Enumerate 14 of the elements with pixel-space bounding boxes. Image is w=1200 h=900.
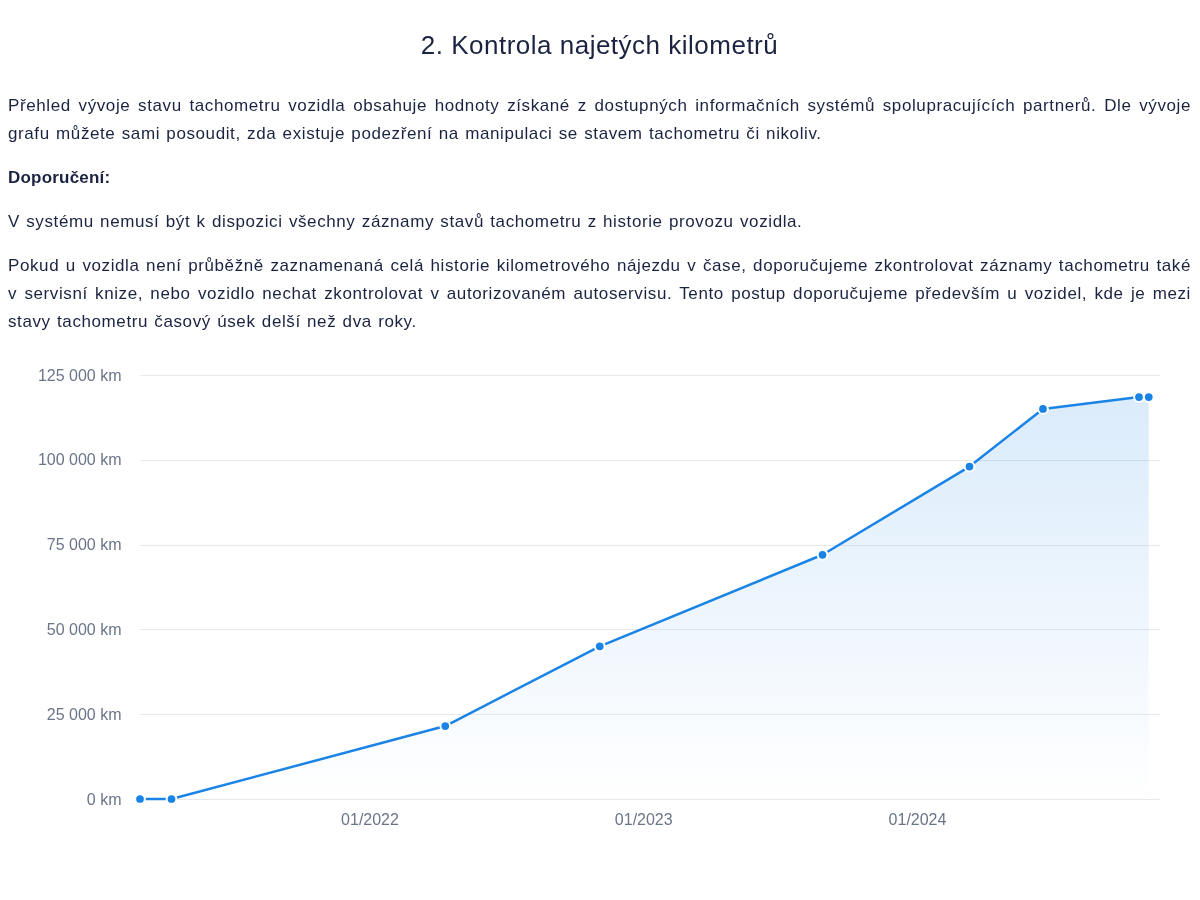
chart-subtitle: Přehled vývoje stavu tachometru vozidla obsahuje hodnoty získané z dostupných informačních systémů spolupracujících partnerů. Dle vývoje grafu můžete sami posoudit, zda existuje podezření na manipulaci se stavem tachometru či nikoliv. [8,95,1191,145]
y-tick-label: 125 000 km [37,366,122,384]
x-tick-label: 01/2024 [888,810,947,828]
y-tick-label: 75 000 km [46,536,122,554]
chart-title: 2. Kontrola najetých kilometrů [419,30,780,60]
y-tick-label: 50 000 km [46,620,122,638]
text: V systému nemusí být k dispozici všechny záznamy stavů tachometru z historie provozu vozidla. [8,211,804,233]
x-tick-label: 01/2022 [341,810,400,828]
text: Pokud u vozidla není průběžně zaznamenaná celá historie kilometrového nájezdu v čase, doporučujeme zkontrolovat záznamy tachometru také v servisní knize, nebo vozidlo nechat zkontrolovat v autorizovaném autoservisu. Tento postup doporučujeme především u vozidel, kde je mezi stavy tachometru časový úsek delší než dva roky. [8,255,1191,333]
y-tick-label: 0 km [86,790,122,808]
x-tick-label: 01/2023 [614,810,673,828]
text: Doporučení: [8,167,112,189]
y-tick-label: 100 000 km [37,451,122,469]
y-tick-label: 25 000 km [46,705,122,723]
